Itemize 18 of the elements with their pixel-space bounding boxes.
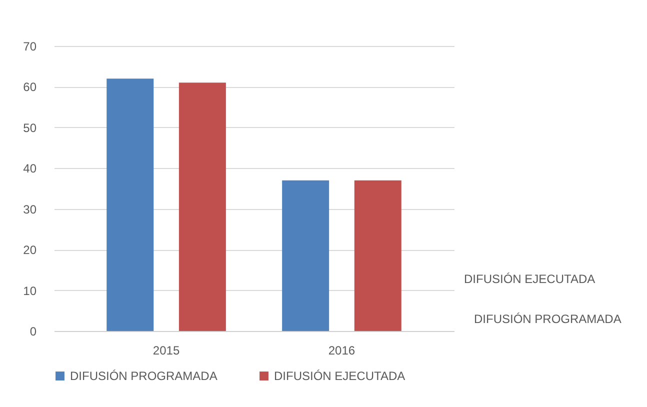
y-tick-label: 10: [23, 284, 37, 298]
bar: [106, 78, 154, 331]
y-tick-label: 60: [23, 80, 37, 94]
legend-label: DIFUSIÓN EJECUTADA: [274, 369, 406, 383]
bar: [354, 180, 402, 331]
legend-label: DIFUSIÓN PROGRAMADA: [70, 369, 218, 383]
y-tick-label: 50: [23, 120, 37, 135]
y-tick-label: 40: [23, 162, 37, 176]
bar: [178, 82, 226, 331]
y-tick-label: 70: [23, 40, 37, 54]
text: DIFUSIÓN PROGRAMADA: [474, 312, 622, 326]
y-tick-label: 30: [23, 202, 37, 216]
bar: [282, 180, 330, 331]
x-tick-label: 2015: [152, 344, 180, 358]
text: DIFUSIÓN EJECUTADA: [464, 272, 596, 286]
y-tick-label: 20: [23, 243, 37, 258]
y-tick-label: 0: [30, 324, 37, 338]
x-tick-label: 2016: [328, 344, 356, 358]
